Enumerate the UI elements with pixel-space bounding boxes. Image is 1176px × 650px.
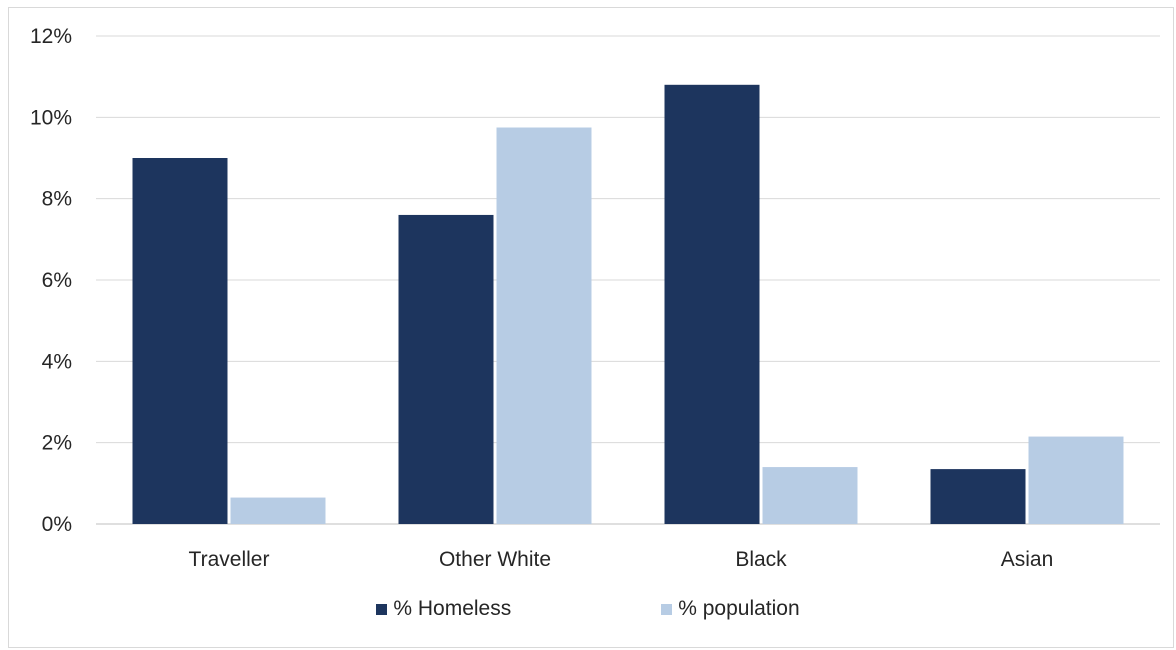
legend-item-homeless: % Homeless bbox=[376, 597, 511, 621]
bar-homeless-asian bbox=[930, 469, 1026, 524]
gridlines bbox=[96, 35, 1160, 525]
x-axis-category-labels: Traveller Other White Black Asian bbox=[189, 548, 1054, 571]
legend-swatch-homeless bbox=[376, 603, 388, 615]
y-tick-label: 0% bbox=[42, 513, 72, 536]
y-tick-label: 8% bbox=[42, 188, 72, 211]
legend-item-population: % population bbox=[661, 597, 800, 621]
bar-population-asian bbox=[1028, 436, 1124, 524]
x-category-label: Black bbox=[735, 548, 787, 571]
y-tick-label: 4% bbox=[42, 350, 72, 373]
x-category-label: Traveller bbox=[189, 548, 270, 571]
bars bbox=[132, 84, 1124, 525]
y-tick-label: 10% bbox=[30, 106, 72, 129]
bar-homeless-other-white bbox=[398, 214, 494, 524]
bar-homeless-traveller bbox=[132, 158, 228, 524]
y-axis-tick-labels: 0% 2% 4% 6% 8% 10% 12% bbox=[30, 25, 72, 536]
bar-population-other-white bbox=[496, 127, 592, 524]
bar-homeless-black bbox=[664, 84, 760, 525]
legend-label-homeless: % Homeless bbox=[393, 597, 512, 620]
bar-population-traveller bbox=[230, 497, 326, 524]
bar-population-black bbox=[762, 467, 858, 524]
x-category-label: Asian bbox=[1001, 548, 1054, 571]
legend: % Homeless % population bbox=[0, 594, 1176, 624]
y-tick-label: 2% bbox=[42, 432, 72, 455]
x-category-label: Other White bbox=[439, 548, 551, 571]
y-tick-label: 12% bbox=[30, 25, 72, 48]
legend-label-population: % population bbox=[678, 597, 800, 620]
legend-swatch-population bbox=[661, 603, 673, 615]
y-tick-label: 6% bbox=[42, 269, 72, 292]
